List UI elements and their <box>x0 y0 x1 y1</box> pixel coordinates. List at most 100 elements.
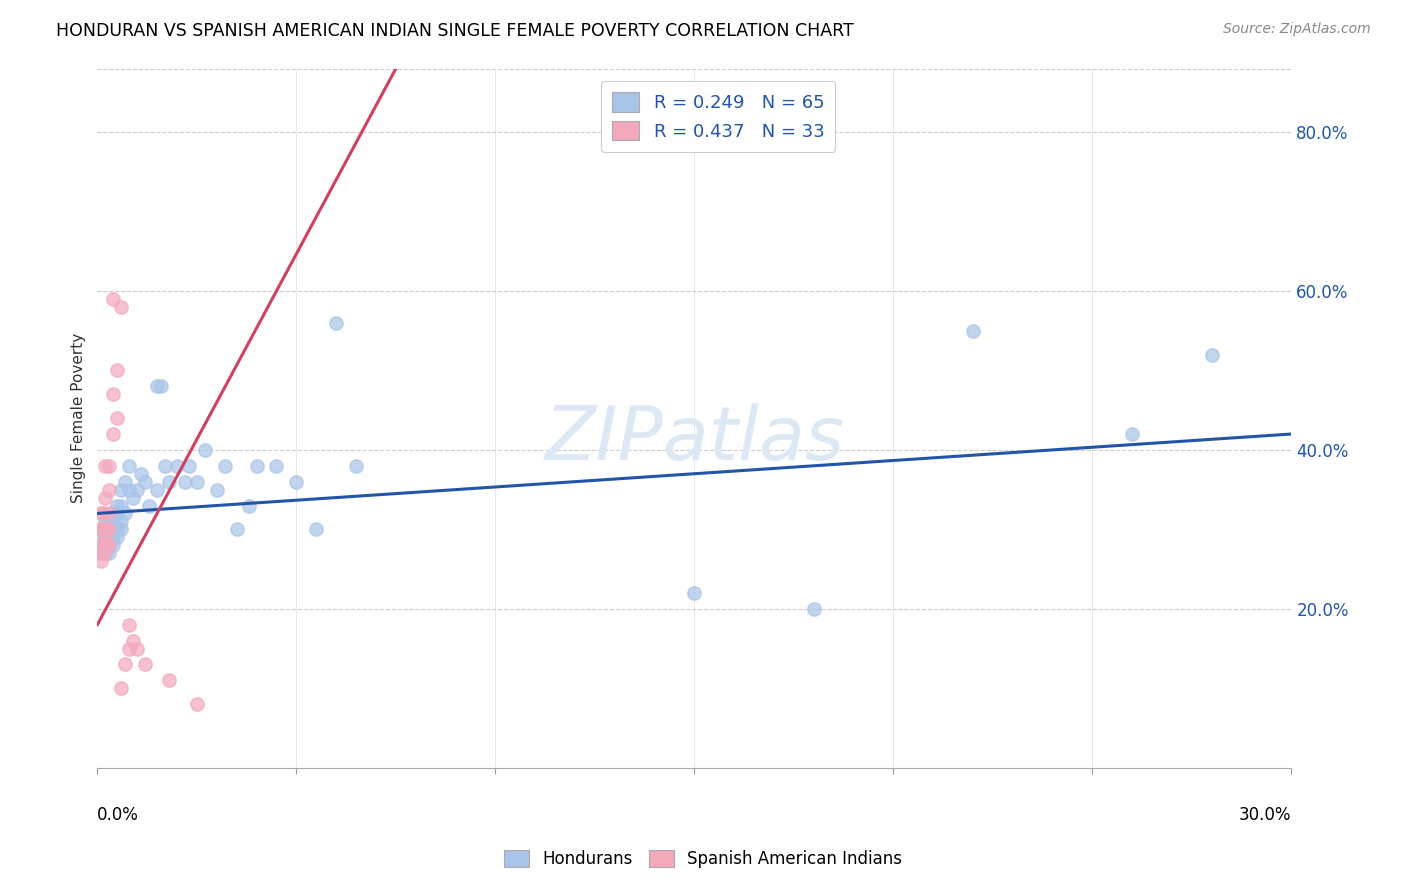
Point <box>118 458 141 473</box>
Point <box>98 538 121 552</box>
Point <box>90 522 112 536</box>
Point <box>98 522 121 536</box>
Point <box>118 617 141 632</box>
Point <box>103 427 125 442</box>
Point <box>98 507 121 521</box>
Point <box>129 467 152 481</box>
Point <box>110 483 132 497</box>
Point <box>110 300 132 314</box>
Point <box>98 538 121 552</box>
Point <box>285 475 308 489</box>
Point <box>94 491 117 505</box>
Point <box>94 458 117 473</box>
Point <box>103 292 125 306</box>
Point <box>105 411 128 425</box>
Point <box>134 657 156 672</box>
Point <box>90 522 112 536</box>
Point <box>127 641 149 656</box>
Y-axis label: Single Female Poverty: Single Female Poverty <box>72 333 86 503</box>
Point <box>94 530 117 544</box>
Point <box>90 538 112 552</box>
Point <box>245 458 267 473</box>
Point <box>1201 347 1223 361</box>
Point <box>205 483 228 497</box>
Point <box>90 522 112 536</box>
Point <box>803 602 825 616</box>
Point <box>344 458 367 473</box>
Point <box>114 507 136 521</box>
Point <box>103 522 125 536</box>
Point <box>103 530 125 544</box>
Point <box>105 530 128 544</box>
Point <box>103 507 125 521</box>
Point <box>153 458 176 473</box>
Point <box>94 546 117 560</box>
Point <box>90 507 112 521</box>
Point <box>194 442 217 457</box>
Point <box>91 507 114 521</box>
Point <box>146 379 169 393</box>
Point <box>214 458 236 473</box>
Point <box>94 530 117 544</box>
Point <box>98 538 121 552</box>
Point <box>94 522 117 536</box>
Point <box>98 458 121 473</box>
Point <box>98 522 121 536</box>
Point <box>305 522 328 536</box>
Point <box>225 522 247 536</box>
Point <box>90 554 112 568</box>
Point <box>98 546 121 560</box>
Point <box>157 673 180 688</box>
Point <box>962 324 984 338</box>
Point <box>110 499 132 513</box>
Text: Source: ZipAtlas.com: Source: ZipAtlas.com <box>1223 22 1371 37</box>
Point <box>177 458 200 473</box>
Point <box>94 515 117 529</box>
Point <box>105 522 128 536</box>
Point <box>266 458 288 473</box>
Point <box>118 641 141 656</box>
Point <box>103 387 125 401</box>
Point <box>1121 427 1143 442</box>
Point <box>105 499 128 513</box>
Point <box>94 538 117 552</box>
Point <box>325 316 347 330</box>
Point <box>150 379 173 393</box>
Point <box>118 483 141 497</box>
Point <box>94 546 117 560</box>
Point <box>166 458 188 473</box>
Point <box>110 522 132 536</box>
Point <box>134 475 156 489</box>
Point <box>90 538 112 552</box>
Legend: Hondurans, Spanish American Indians: Hondurans, Spanish American Indians <box>496 843 910 875</box>
Point <box>98 483 121 497</box>
Point <box>105 507 128 521</box>
Point <box>98 522 121 536</box>
Point <box>122 491 145 505</box>
Point <box>105 363 128 377</box>
Point <box>94 522 117 536</box>
Point <box>89 546 111 560</box>
Text: HONDURAN VS SPANISH AMERICAN INDIAN SINGLE FEMALE POVERTY CORRELATION CHART: HONDURAN VS SPANISH AMERICAN INDIAN SING… <box>56 22 853 40</box>
Text: 0.0%: 0.0% <box>97 806 139 824</box>
Point <box>114 475 136 489</box>
Point <box>146 483 169 497</box>
Point <box>138 499 160 513</box>
Point <box>186 475 208 489</box>
Point <box>90 546 112 560</box>
Point <box>103 530 125 544</box>
Point <box>122 633 145 648</box>
Point <box>103 538 125 552</box>
Point <box>110 515 132 529</box>
Point <box>683 586 706 600</box>
Point <box>105 522 128 536</box>
Point <box>98 515 121 529</box>
Text: 30.0%: 30.0% <box>1239 806 1292 824</box>
Point <box>103 515 125 529</box>
Point <box>98 530 121 544</box>
Point <box>94 538 117 552</box>
Point <box>114 657 136 672</box>
Text: ZIPatlas: ZIPatlas <box>544 403 845 475</box>
Point <box>174 475 197 489</box>
Point <box>157 475 180 489</box>
